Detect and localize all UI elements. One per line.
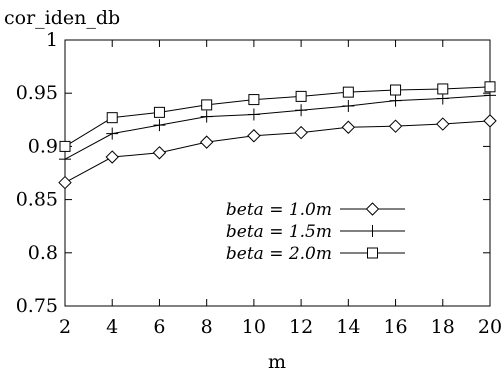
y-tick-label: 0.75 xyxy=(16,295,58,317)
x-tick-label: 8 xyxy=(201,316,213,338)
x-tick-label: 20 xyxy=(478,316,502,338)
data-point-square xyxy=(342,86,354,98)
data-point-square xyxy=(153,106,165,118)
x-tick-label: 6 xyxy=(153,316,165,338)
legend-label: beta = 1.0m xyxy=(226,200,332,220)
data-point-square xyxy=(106,112,118,124)
legend-label: beta = 2.0m xyxy=(226,244,332,264)
y-tick-label: 0.85 xyxy=(16,189,58,211)
data-point-plus xyxy=(106,127,119,140)
data-point-square xyxy=(201,99,213,111)
x-tick-label: 4 xyxy=(106,316,118,338)
x-tick-label: 18 xyxy=(431,316,455,338)
data-point-plus xyxy=(342,99,355,112)
data-point-diamond xyxy=(388,119,403,133)
plot-frame xyxy=(64,39,491,307)
legend-marker-diamond xyxy=(365,202,380,216)
data-point-diamond xyxy=(199,135,214,149)
series-line-plus xyxy=(64,94,491,160)
data-point-plus xyxy=(247,108,260,121)
x-tick-label: 10 xyxy=(242,316,266,338)
data-point-plus xyxy=(436,92,449,105)
data-point-plus xyxy=(200,110,213,123)
data-point-diamond xyxy=(58,175,72,190)
data-point-square xyxy=(248,94,260,106)
y-tick-label: 0.8 xyxy=(28,242,58,264)
data-point-plus xyxy=(59,153,71,166)
data-point-diamond xyxy=(483,114,497,128)
data-point-diamond xyxy=(436,117,450,131)
data-point-square xyxy=(484,81,496,93)
data-point-diamond xyxy=(152,146,167,160)
data-point-plus xyxy=(389,94,402,107)
data-point-diamond xyxy=(341,120,356,134)
legend-marker-square xyxy=(367,247,378,259)
x-tick-label: 14 xyxy=(336,316,360,338)
x-tick-label: 12 xyxy=(289,316,313,338)
data-point-square xyxy=(390,84,402,96)
plot-area: 2 4 6 8 10 12 14 16 18 20 0.75 0.8 0.85 0.9 0.95 1 beta … xyxy=(16,29,502,338)
data-point-diamond xyxy=(247,129,261,143)
x-axis-title: m xyxy=(268,351,286,373)
data-point-plus xyxy=(153,119,166,132)
legend-label: beta = 1.5m xyxy=(226,222,332,242)
data-point-square xyxy=(437,83,449,95)
data-point-square xyxy=(295,90,307,102)
data-point-diamond xyxy=(294,125,308,140)
series-line-diamond xyxy=(64,120,491,184)
data-point-plus xyxy=(295,104,308,117)
x-tick-label: 2 xyxy=(59,316,71,338)
y-tick-label: 0.95 xyxy=(16,82,58,104)
legend-marker-plus xyxy=(366,225,379,237)
series-line-square xyxy=(64,86,491,147)
x-tick-label: 16 xyxy=(383,316,407,338)
y-axis-title: cor_iden_db xyxy=(4,7,120,29)
y-tick-label: 1 xyxy=(46,29,58,51)
data-point-diamond xyxy=(105,150,119,164)
data-point-square xyxy=(59,140,71,152)
y-tick-label: 0.9 xyxy=(28,135,58,157)
